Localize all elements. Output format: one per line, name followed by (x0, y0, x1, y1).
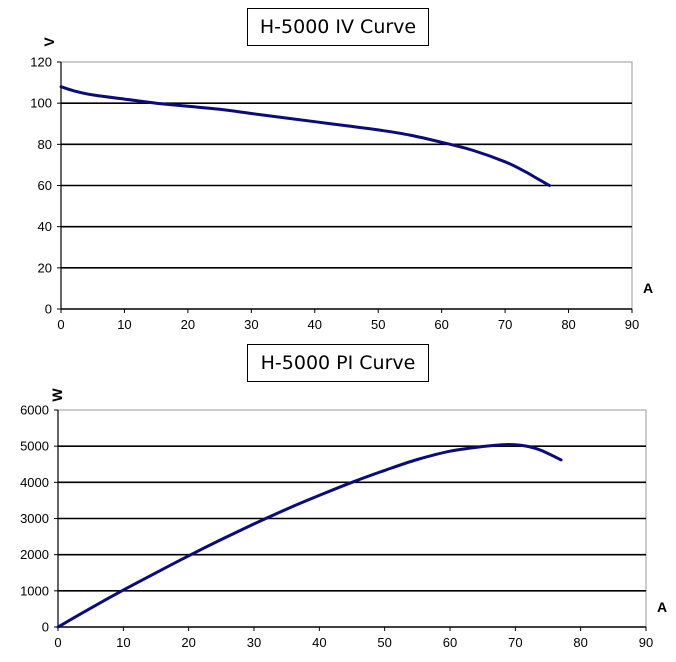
pi-x-tick-label: 20 (181, 635, 195, 650)
iv-y-tick-label: 100 (30, 96, 52, 111)
iv-y-axis-label: V (41, 37, 57, 47)
pi-y-tick-label: 4000 (20, 475, 49, 490)
pi-x-tick-label: 10 (116, 635, 130, 650)
pi-chart: 0 1000 2000 3000 4000 5000 6000 0 10 20 30 40 50 60 70… (20, 388, 667, 650)
iv-x-tick-label: 80 (561, 317, 575, 332)
pi-x-axis-label: A (657, 599, 667, 615)
iv-y-tick-label: 40 (38, 219, 52, 234)
iv-y-tick-label: 60 (38, 178, 52, 193)
pi-x-tick-label: 90 (639, 635, 653, 650)
iv-x-axis-label: A (643, 280, 653, 296)
iv-y-tick-label: 80 (38, 137, 52, 152)
pi-x-tick-label: 30 (247, 635, 261, 650)
iv-x-tick-label: 60 (434, 317, 448, 332)
iv-x-tick-label: 70 (498, 317, 512, 332)
pi-y-axis-label: W (49, 388, 65, 402)
iv-chart-title: H-5000 IV Curve (247, 8, 429, 46)
iv-series-line (59, 85, 551, 187)
pi-x-tick-label: 40 (312, 635, 326, 650)
pi-y-tick-label: 3000 (20, 511, 49, 526)
iv-y-tick-label: 20 (38, 260, 52, 275)
pi-y-tick-label: 5000 (20, 439, 49, 454)
pi-x-tick-label: 60 (443, 635, 457, 650)
iv-x-tick-label: 50 (371, 317, 385, 332)
pi-series-line (56, 442, 563, 629)
pi-x-tick-label: 0 (54, 635, 61, 650)
pi-chart-title: H-5000 PI Curve (247, 344, 429, 382)
iv-x-tick-label: 20 (181, 317, 195, 332)
iv-x-tick-label: 40 (308, 317, 322, 332)
pi-x-tick-label: 80 (573, 635, 587, 650)
iv-x-tick-label: 10 (117, 317, 131, 332)
iv-y-tick-label: 120 (30, 55, 52, 70)
pi-y-tick-label: 1000 (20, 583, 49, 598)
pi-x-tick-label: 70 (508, 635, 522, 650)
iv-y-tick-label: 0 (45, 302, 52, 317)
iv-x-tick-label: 0 (57, 317, 64, 332)
iv-x-tick-label: 30 (244, 317, 258, 332)
pi-x-tick-label: 50 (377, 635, 391, 650)
iv-x-tick-label: 90 (625, 317, 639, 332)
pi-y-tick-label: 0 (42, 620, 49, 635)
iv-chart: 0 20 40 60 80 100 120 0 10 20 30 40 50 60 70 80 90 V A (30, 37, 653, 332)
pi-y-tick-label: 6000 (20, 403, 49, 418)
pi-y-tick-label: 2000 (20, 547, 49, 562)
